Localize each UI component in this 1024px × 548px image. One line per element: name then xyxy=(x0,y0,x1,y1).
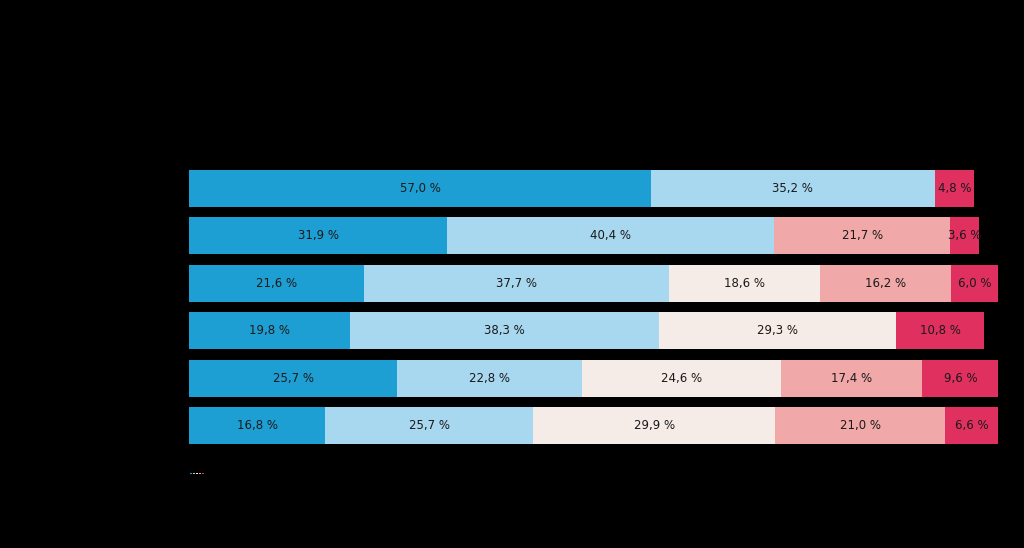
Text: 25,7 %: 25,7 % xyxy=(272,372,314,385)
Text: 21,0 %: 21,0 % xyxy=(840,419,881,432)
Legend: , , , , : , , , , xyxy=(190,473,204,474)
Text: 9,6 %: 9,6 % xyxy=(943,372,977,385)
Bar xyxy=(775,407,945,444)
Bar xyxy=(950,217,979,254)
Text: 57,0 %: 57,0 % xyxy=(399,181,440,195)
Bar xyxy=(650,170,935,207)
Text: 37,7 %: 37,7 % xyxy=(497,277,538,290)
Text: 29,3 %: 29,3 % xyxy=(758,324,799,337)
Text: 22,8 %: 22,8 % xyxy=(469,372,510,385)
Bar xyxy=(582,359,780,397)
Text: 40,4 %: 40,4 % xyxy=(591,229,632,242)
Text: 16,8 %: 16,8 % xyxy=(237,419,278,432)
Bar xyxy=(922,359,999,397)
Bar xyxy=(189,265,365,301)
Bar xyxy=(189,359,397,397)
Bar xyxy=(447,217,774,254)
Text: 24,6 %: 24,6 % xyxy=(660,372,701,385)
Text: 10,8 %: 10,8 % xyxy=(920,324,961,337)
Text: 29,9 %: 29,9 % xyxy=(634,419,675,432)
Bar xyxy=(189,217,447,254)
Text: 6,6 %: 6,6 % xyxy=(955,419,988,432)
Bar xyxy=(397,359,582,397)
Text: 21,6 %: 21,6 % xyxy=(256,277,297,290)
Bar xyxy=(896,312,984,349)
Text: 16,2 %: 16,2 % xyxy=(864,277,905,290)
Bar xyxy=(189,312,349,349)
Bar xyxy=(945,407,998,444)
Text: 6,0 %: 6,0 % xyxy=(958,277,991,290)
Bar xyxy=(534,407,775,444)
Bar xyxy=(819,265,950,301)
Bar xyxy=(935,170,974,207)
Text: 17,4 %: 17,4 % xyxy=(830,372,871,385)
Bar xyxy=(189,170,650,207)
Bar xyxy=(780,359,922,397)
Text: 25,7 %: 25,7 % xyxy=(409,419,450,432)
Text: 3,6 %: 3,6 % xyxy=(947,229,981,242)
Bar xyxy=(189,407,326,444)
Text: 4,8 %: 4,8 % xyxy=(938,181,972,195)
Text: 21,7 %: 21,7 % xyxy=(842,229,883,242)
Text: 35,2 %: 35,2 % xyxy=(772,181,813,195)
Text: 31,9 %: 31,9 % xyxy=(298,229,339,242)
Bar xyxy=(349,312,659,349)
Bar xyxy=(659,312,896,349)
Text: 38,3 %: 38,3 % xyxy=(484,324,525,337)
Bar xyxy=(669,265,819,301)
Bar xyxy=(774,217,950,254)
Text: 19,8 %: 19,8 % xyxy=(249,324,290,337)
Bar xyxy=(950,265,999,301)
Text: 18,6 %: 18,6 % xyxy=(724,277,765,290)
Bar xyxy=(326,407,534,444)
Bar xyxy=(365,265,669,301)
